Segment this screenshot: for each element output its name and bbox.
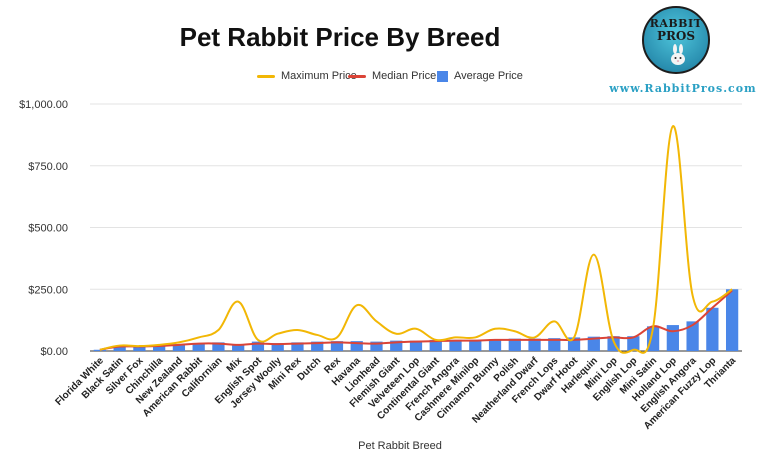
bar (232, 344, 245, 351)
bar (429, 339, 442, 351)
logo-line2: PROS (656, 29, 696, 43)
legend-swatch-average (437, 70, 448, 82)
legend-item-median: Median Price (348, 70, 436, 82)
bar (725, 289, 739, 351)
bar (172, 344, 186, 351)
bar (113, 346, 126, 351)
legend-item-maximum: Maximum Price (257, 70, 357, 82)
bar (627, 336, 640, 351)
y-tick-label: $0.00 (40, 346, 68, 358)
grid-lines (90, 103, 742, 352)
y-tick-label: $1,000.00 (19, 99, 68, 111)
bar (706, 307, 719, 351)
median-price-line (99, 289, 733, 351)
legend: Maximum Price Median Price Average Price (0, 70, 768, 86)
bar (508, 338, 521, 351)
bar (449, 339, 462, 351)
bar (370, 341, 383, 351)
bar (251, 341, 265, 351)
bar (666, 325, 679, 351)
rabbitpros-logo[interactable]: RABBIT PROS www.RabbitPros.com (609, 6, 756, 108)
legend-swatch-maximum (257, 74, 275, 78)
bar (212, 342, 225, 351)
bar (528, 338, 541, 351)
legend-label-maximum: Maximum Price (281, 70, 357, 82)
bar (311, 341, 324, 351)
bar (271, 343, 284, 351)
bar (686, 321, 699, 351)
legend-item-average: Average Price (437, 70, 523, 82)
rabbit-icon (671, 44, 685, 65)
legend-label-average: Average Price (454, 70, 523, 82)
bar (469, 339, 482, 351)
bar (390, 340, 403, 351)
bar (548, 338, 561, 351)
bar (409, 340, 423, 351)
chart-title: Pet Rabbit Price By Breed (179, 22, 501, 52)
bar (153, 345, 166, 351)
series-lines (99, 125, 733, 354)
bar (291, 342, 304, 351)
bar (488, 339, 502, 351)
x-axis-title: Pet Rabbit Breed (358, 440, 442, 452)
maximum-price-line (99, 125, 733, 354)
y-tick-label: $750.00 (28, 161, 68, 173)
bar (350, 341, 363, 351)
legend-swatch-median (348, 74, 366, 78)
bar (93, 349, 107, 351)
bar (192, 343, 205, 351)
bar (330, 341, 344, 351)
y-axis-labels: $0.00 $250.00 $500.00 $750.00 $1,000.00 (19, 99, 68, 358)
legend-label-median: Median Price (372, 70, 437, 82)
bar (133, 346, 146, 351)
y-tick-label: $250.00 (28, 284, 68, 296)
logo-badge: RABBIT PROS (642, 6, 710, 74)
bar (587, 336, 600, 351)
logo-line1: RABBIT (649, 17, 703, 30)
logo-url[interactable]: www.RabbitPros.com (609, 82, 757, 95)
y-tick-label: $500.00 (28, 223, 68, 235)
